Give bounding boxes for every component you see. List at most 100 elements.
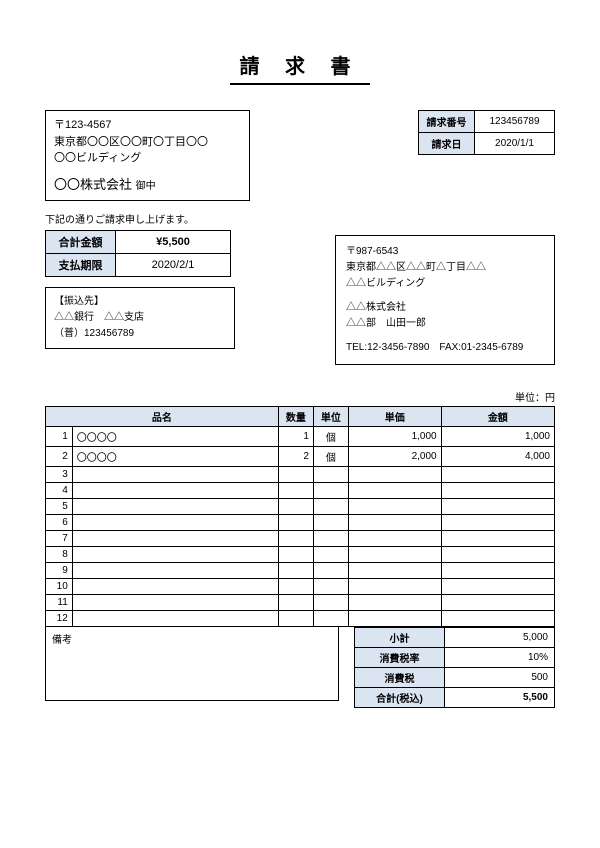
row-num: 9 xyxy=(46,563,73,579)
summary-table: 合計金額 ¥5,500 支払期限 2020/2/1 xyxy=(45,230,231,277)
row-num: 12 xyxy=(46,611,73,627)
row-name xyxy=(72,515,278,531)
unit-label: 単位：円 xyxy=(45,389,555,404)
row-amount xyxy=(441,595,554,611)
col-qty-header: 数量 xyxy=(278,407,313,427)
row-num: 7 xyxy=(46,531,73,547)
grand-label: 合計(税込) xyxy=(355,688,445,708)
row-unit: 個 xyxy=(313,427,348,447)
row-name xyxy=(72,563,278,579)
row-price xyxy=(348,563,441,579)
taxrate-label: 消費税率 xyxy=(355,648,445,668)
grand-value: 5,500 xyxy=(445,688,555,708)
items-header-row: 品名 数量 単位 単価 金額 xyxy=(46,407,555,427)
summary-total-label: 合計金額 xyxy=(46,231,116,254)
row-price: 1,000 xyxy=(348,427,441,447)
sender-person: △△部 山田一郎 xyxy=(346,316,544,332)
table-row: 2〇〇〇〇2個2,0004,000 xyxy=(46,447,555,467)
row-qty: 1 xyxy=(278,427,313,447)
table-row: 5 xyxy=(46,499,555,515)
subtotal-label: 小計 xyxy=(355,628,445,648)
recipient-company: 〇〇株式会社 御中 xyxy=(54,175,241,195)
table-row: 10 xyxy=(46,579,555,595)
row-price xyxy=(348,579,441,595)
table-row: 12 xyxy=(46,611,555,627)
row-price xyxy=(348,483,441,499)
row-num: 8 xyxy=(46,547,73,563)
table-row: 3 xyxy=(46,467,555,483)
row-name xyxy=(72,483,278,499)
row-name xyxy=(72,467,278,483)
row-qty xyxy=(278,531,313,547)
bank-box: 【振込先】 △△銀行 △△支店 （普）123456789 xyxy=(45,287,235,349)
bank-line2: （普）123456789 xyxy=(54,326,226,342)
row-num: 1 xyxy=(46,427,73,447)
row-amount xyxy=(441,467,554,483)
meta-number-value: 123456789 xyxy=(475,111,555,133)
row-name xyxy=(72,499,278,515)
row-name xyxy=(72,547,278,563)
table-row: 11 xyxy=(46,595,555,611)
row-unit xyxy=(313,563,348,579)
row-unit xyxy=(313,547,348,563)
col-price-header: 単価 xyxy=(348,407,441,427)
row-num: 11 xyxy=(46,595,73,611)
row-price xyxy=(348,515,441,531)
row-amount xyxy=(441,547,554,563)
row-name: 〇〇〇〇 xyxy=(72,447,278,467)
sender-postal: 〒987-6543 xyxy=(346,244,544,260)
col-unit-header: 単位 xyxy=(313,407,348,427)
row-qty xyxy=(278,579,313,595)
col-name-header: 品名 xyxy=(46,407,279,427)
row-name xyxy=(72,579,278,595)
row-name xyxy=(72,595,278,611)
row-amount xyxy=(441,515,554,531)
sender-contact: TEL:12-3456-7890 FAX:01-2345-6789 xyxy=(346,340,544,356)
remarks-box: 備考 xyxy=(45,627,339,701)
table-row: 6 xyxy=(46,515,555,531)
row-unit xyxy=(313,483,348,499)
row-unit xyxy=(313,515,348,531)
row-unit xyxy=(313,611,348,627)
recipient-company-name: 〇〇株式会社 xyxy=(54,177,132,192)
remarks-label: 備考 xyxy=(52,635,72,646)
title-underline xyxy=(230,83,370,85)
row-qty xyxy=(278,595,313,611)
row-price xyxy=(348,547,441,563)
table-row: 8 xyxy=(46,547,555,563)
row-price xyxy=(348,467,441,483)
recipient-addr1: 東京都〇〇区〇〇町〇丁目〇〇 xyxy=(54,134,241,151)
totals-table: 小計 5,000 消費税率 10% 消費税 500 合計(税込) 5,500 xyxy=(354,627,555,708)
table-row: 9 xyxy=(46,563,555,579)
bank-title: 【振込先】 xyxy=(54,294,226,310)
summary-due-value: 2020/2/1 xyxy=(116,254,231,277)
tax-value: 500 xyxy=(445,668,555,688)
row-price xyxy=(348,611,441,627)
summary-total-value: ¥5,500 xyxy=(116,231,231,254)
row-price: 2,000 xyxy=(348,447,441,467)
row-price xyxy=(348,595,441,611)
row-name xyxy=(72,611,278,627)
meta-date-value: 2020/1/1 xyxy=(475,133,555,155)
sender-company: △△株式会社 xyxy=(346,300,544,316)
meta-date-label: 請求日 xyxy=(419,133,475,155)
row-amount xyxy=(441,563,554,579)
subtotal-value: 5,000 xyxy=(445,628,555,648)
notice-line: 下記の通りご請求申し上げます。 xyxy=(45,211,555,226)
recipient-postal: 〒123-4567 xyxy=(54,117,241,134)
row-unit xyxy=(313,531,348,547)
row-num: 5 xyxy=(46,499,73,515)
row-qty xyxy=(278,467,313,483)
sender-box: 〒987-6543 東京都△△区△△町△丁目△△ △△ビルディング △△株式会社… xyxy=(335,235,555,365)
row-name: 〇〇〇〇 xyxy=(72,427,278,447)
row-qty xyxy=(278,547,313,563)
row-name xyxy=(72,531,278,547)
row-amount xyxy=(441,531,554,547)
row-qty: 2 xyxy=(278,447,313,467)
taxrate-value: 10% xyxy=(445,648,555,668)
recipient-addr2: 〇〇ビルディング xyxy=(54,150,241,167)
row-amount xyxy=(441,579,554,595)
bank-line1: △△銀行 △△支店 xyxy=(54,310,226,326)
row-unit xyxy=(313,467,348,483)
row-qty xyxy=(278,483,313,499)
